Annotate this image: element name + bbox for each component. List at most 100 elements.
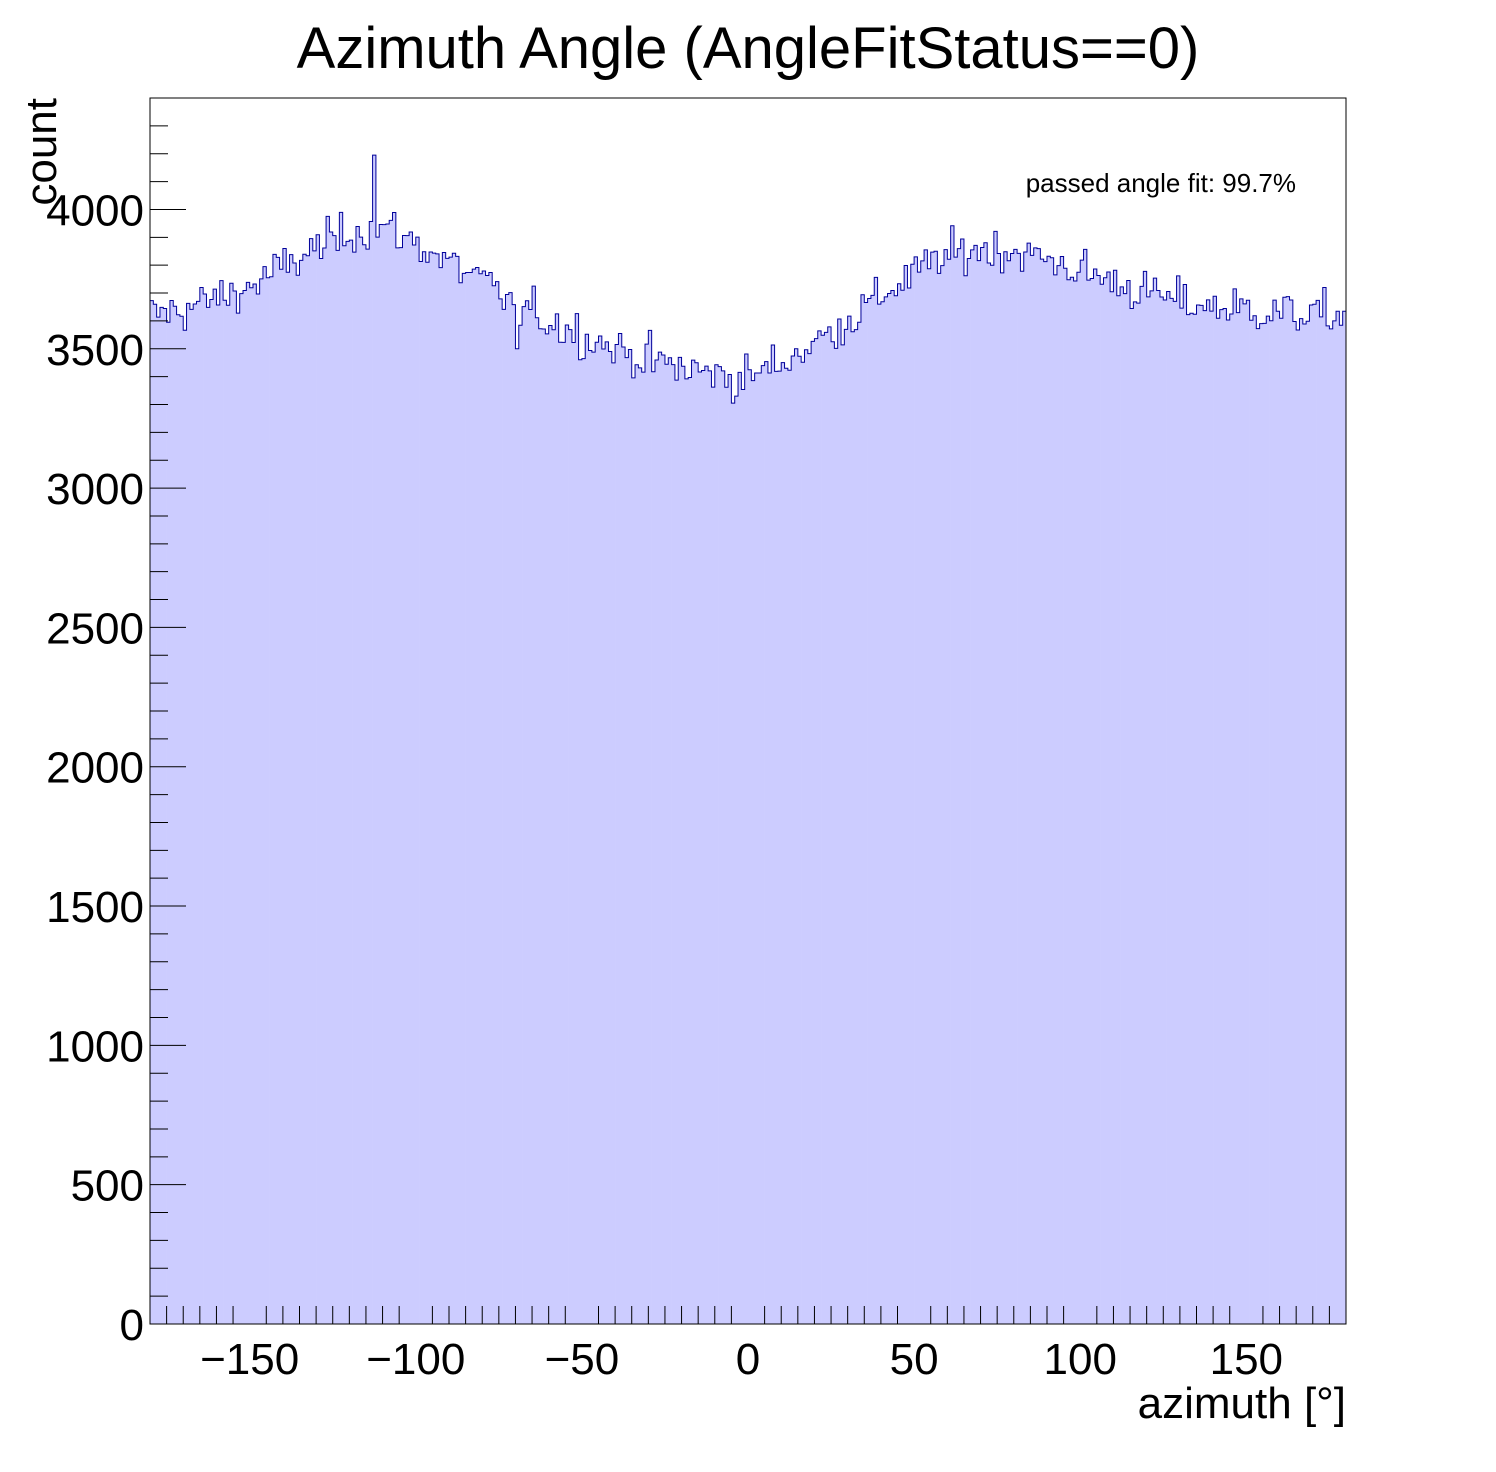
- histogram-bin: [488, 272, 493, 1324]
- histogram-bin: [801, 362, 805, 1325]
- histogram-bin: [159, 307, 164, 1324]
- histogram-bin: [502, 309, 506, 1324]
- histogram-bin: [412, 245, 417, 1325]
- histogram-bin: [827, 326, 832, 1325]
- histogram-bin: [508, 292, 513, 1324]
- histogram-bin: [645, 344, 649, 1324]
- histogram-bin: [399, 247, 403, 1325]
- histogram-bin: [296, 275, 300, 1325]
- histogram-bin: [223, 300, 227, 1324]
- histogram-bin: [362, 244, 367, 1324]
- histogram-bin: [927, 268, 932, 1324]
- histogram-bin: [1329, 328, 1334, 1324]
- histogram-bin: [980, 247, 985, 1325]
- histogram-bin: [884, 296, 888, 1324]
- y-axis-title: count: [17, 98, 66, 206]
- histogram-bin: [704, 366, 709, 1325]
- histogram-bin: [864, 302, 868, 1324]
- histogram-bin: [781, 362, 785, 1324]
- histogram-bin: [1279, 318, 1284, 1324]
- histogram-bin: [611, 362, 616, 1324]
- histogram-bin: [485, 275, 490, 1324]
- histogram-bin: [1226, 319, 1231, 1325]
- histogram-bin: [1083, 249, 1088, 1324]
- histogram-bin: [442, 252, 446, 1325]
- histogram-bin: [1259, 323, 1264, 1324]
- histogram-bin: [435, 253, 440, 1325]
- histogram-bin: [764, 361, 769, 1324]
- histogram-bin: [1103, 277, 1108, 1325]
- histogram-bin: [1159, 297, 1164, 1324]
- histogram-bin: [1143, 271, 1147, 1324]
- histogram-bin: [1342, 311, 1347, 1325]
- histogram-bin: [169, 300, 174, 1324]
- histogram-bin: [734, 396, 739, 1325]
- histogram-bin: [492, 285, 496, 1324]
- histogram-bin: [176, 314, 181, 1324]
- histogram: [149, 154, 1347, 1325]
- histogram-bin: [1010, 253, 1015, 1324]
- histogram-bin: [581, 358, 586, 1325]
- histogram-bin: [166, 322, 171, 1324]
- histogram-bin: [548, 325, 553, 1324]
- histogram-bin: [535, 317, 539, 1324]
- histogram-bin: [621, 346, 626, 1324]
- x-tick-label: 100: [1044, 1335, 1117, 1384]
- histogram-bin: [1326, 325, 1330, 1325]
- histogram-bin: [595, 342, 599, 1324]
- histogram-bin: [352, 252, 357, 1324]
- histogram-bin: [302, 254, 307, 1325]
- histogram-bin: [701, 370, 706, 1325]
- passed-fraction-annotation: passed angle fit: 99.7%: [1026, 168, 1296, 198]
- histogram-outline: [149, 154, 1347, 1324]
- histogram-bin: [419, 261, 423, 1324]
- histogram-bin: [728, 374, 732, 1324]
- histogram-bin: [319, 258, 324, 1324]
- histogram-bin: [638, 367, 642, 1324]
- histogram-bin: [299, 260, 304, 1324]
- y-tick-label: 2500: [46, 604, 144, 653]
- histogram-bin: [1186, 314, 1191, 1325]
- histogram-bin: [329, 231, 334, 1324]
- histogram-bin: [1090, 278, 1094, 1325]
- histogram-bin: [1130, 308, 1134, 1324]
- histogram-bin: [651, 371, 656, 1324]
- histogram-bin: [1302, 324, 1307, 1324]
- histogram-bin: [1199, 305, 1204, 1324]
- histogram-bin: [1316, 300, 1320, 1324]
- histogram-bin: [282, 248, 287, 1325]
- histogram-bin: [409, 232, 413, 1325]
- histogram-bin: [1076, 272, 1081, 1325]
- histogram-bin: [1066, 279, 1071, 1324]
- histogram-bin: [1272, 300, 1277, 1324]
- histogram-bin: [186, 303, 191, 1324]
- histogram-bin: [1243, 303, 1247, 1324]
- histogram-bin: [874, 277, 878, 1325]
- histogram-bin: [1322, 287, 1327, 1325]
- histogram-bin: [678, 357, 682, 1324]
- histogram-bin: [233, 290, 237, 1324]
- histogram-bin: [515, 348, 520, 1325]
- histogram-bin: [907, 288, 912, 1325]
- histogram-bin: [661, 354, 666, 1325]
- x-tick-label: 0: [736, 1335, 760, 1384]
- histogram-bin: [252, 283, 257, 1325]
- histogram-bin: [791, 356, 795, 1324]
- histogram-bin: [312, 250, 317, 1324]
- histogram-bin: [203, 293, 207, 1325]
- histogram-bin: [1080, 260, 1084, 1324]
- histogram-bin: [963, 275, 968, 1324]
- histogram-bin: [1156, 290, 1161, 1324]
- histogram-bin: [1100, 284, 1104, 1324]
- histogram-bin: [369, 221, 373, 1325]
- histogram-bin: [738, 372, 742, 1324]
- histogram-bin: [1136, 303, 1141, 1325]
- histogram-bin: [628, 349, 633, 1325]
- histogram-bin: [528, 309, 533, 1324]
- y-tick-label: 0: [120, 1301, 144, 1350]
- histogram-bin: [837, 318, 842, 1325]
- histogram-bin: [349, 240, 353, 1325]
- histogram-bin: [1133, 301, 1137, 1325]
- histogram-bin: [276, 257, 280, 1325]
